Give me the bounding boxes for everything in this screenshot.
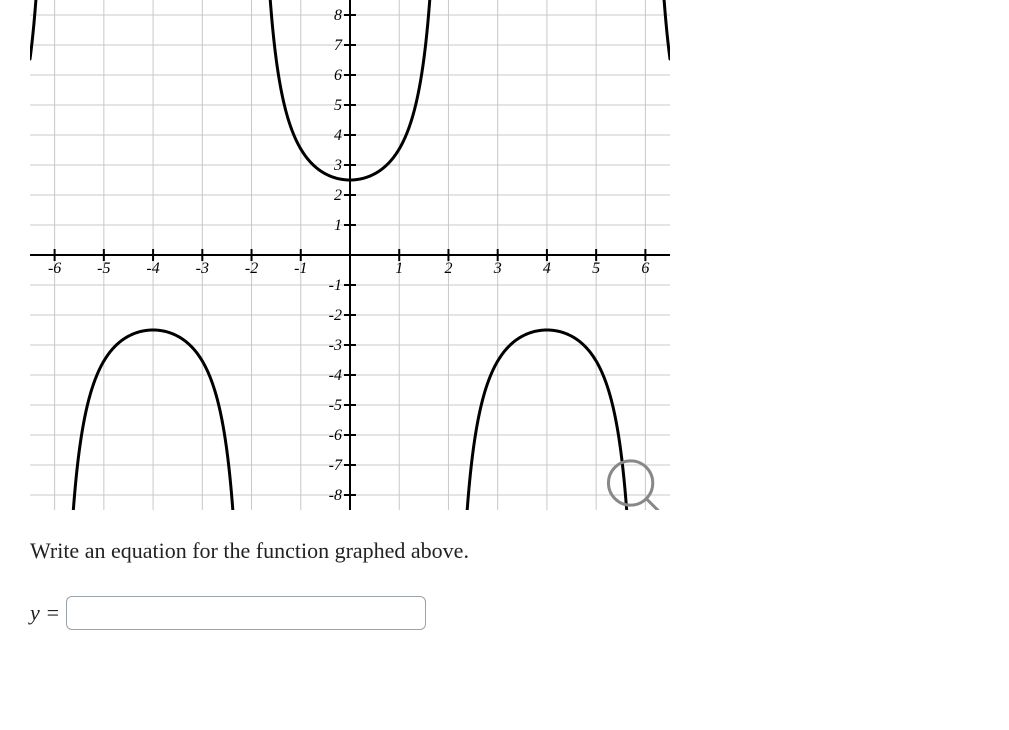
svg-text:2: 2 <box>444 260 452 277</box>
svg-text:5: 5 <box>592 260 600 277</box>
svg-text:4: 4 <box>334 127 342 144</box>
svg-text:-2: -2 <box>329 307 342 324</box>
svg-text:-3: -3 <box>196 260 209 277</box>
chart-area: -6 -5 -4 -3 -2 -1 1 2 3 4 5 6 -8 -7 -6 -5 -4 -3 -2 -1 1 2 3 4 5 6… <box>30 0 670 510</box>
svg-text:-5: -5 <box>97 260 110 277</box>
svg-text:-8: -8 <box>329 487 342 504</box>
svg-text:-4: -4 <box>146 260 159 277</box>
question-text: Write an equation for the function graph… <box>30 538 979 564</box>
answer-input[interactable] <box>66 596 426 630</box>
svg-text:-1: -1 <box>294 260 307 277</box>
svg-text:-6: -6 <box>329 427 342 444</box>
page: -6 -5 -4 -3 -2 -1 1 2 3 4 5 6 -8 -7 -6 -5 -4 -3 -2 -1 1 2 3 4 5 6… <box>0 0 1009 730</box>
svg-text:-1: -1 <box>329 277 342 294</box>
svg-text:1: 1 <box>395 260 403 277</box>
chart-svg: -6 -5 -4 -3 -2 -1 1 2 3 4 5 6 -8 -7 -6 -5 -4 -3 -2 -1 1 2 3 4 5 6… <box>30 0 670 510</box>
svg-text:5: 5 <box>334 97 342 114</box>
magnifier-icon <box>608 461 661 510</box>
svg-text:-2: -2 <box>245 260 258 277</box>
svg-text:6: 6 <box>334 67 342 84</box>
answer-label: y = <box>30 600 60 626</box>
svg-text:7: 7 <box>334 37 343 54</box>
svg-text:4: 4 <box>543 260 551 277</box>
svg-text:3: 3 <box>333 157 342 174</box>
svg-text:-3: -3 <box>329 337 342 354</box>
svg-text:-7: -7 <box>329 457 343 474</box>
svg-text:-4: -4 <box>329 367 342 384</box>
svg-text:-6: -6 <box>48 260 61 277</box>
svg-text:2: 2 <box>334 187 342 204</box>
svg-text:1: 1 <box>334 217 342 234</box>
svg-text:6: 6 <box>641 260 649 277</box>
svg-text:8: 8 <box>334 7 342 24</box>
answer-row: y = <box>30 596 979 630</box>
svg-text:3: 3 <box>493 260 502 277</box>
svg-text:-5: -5 <box>329 397 342 414</box>
